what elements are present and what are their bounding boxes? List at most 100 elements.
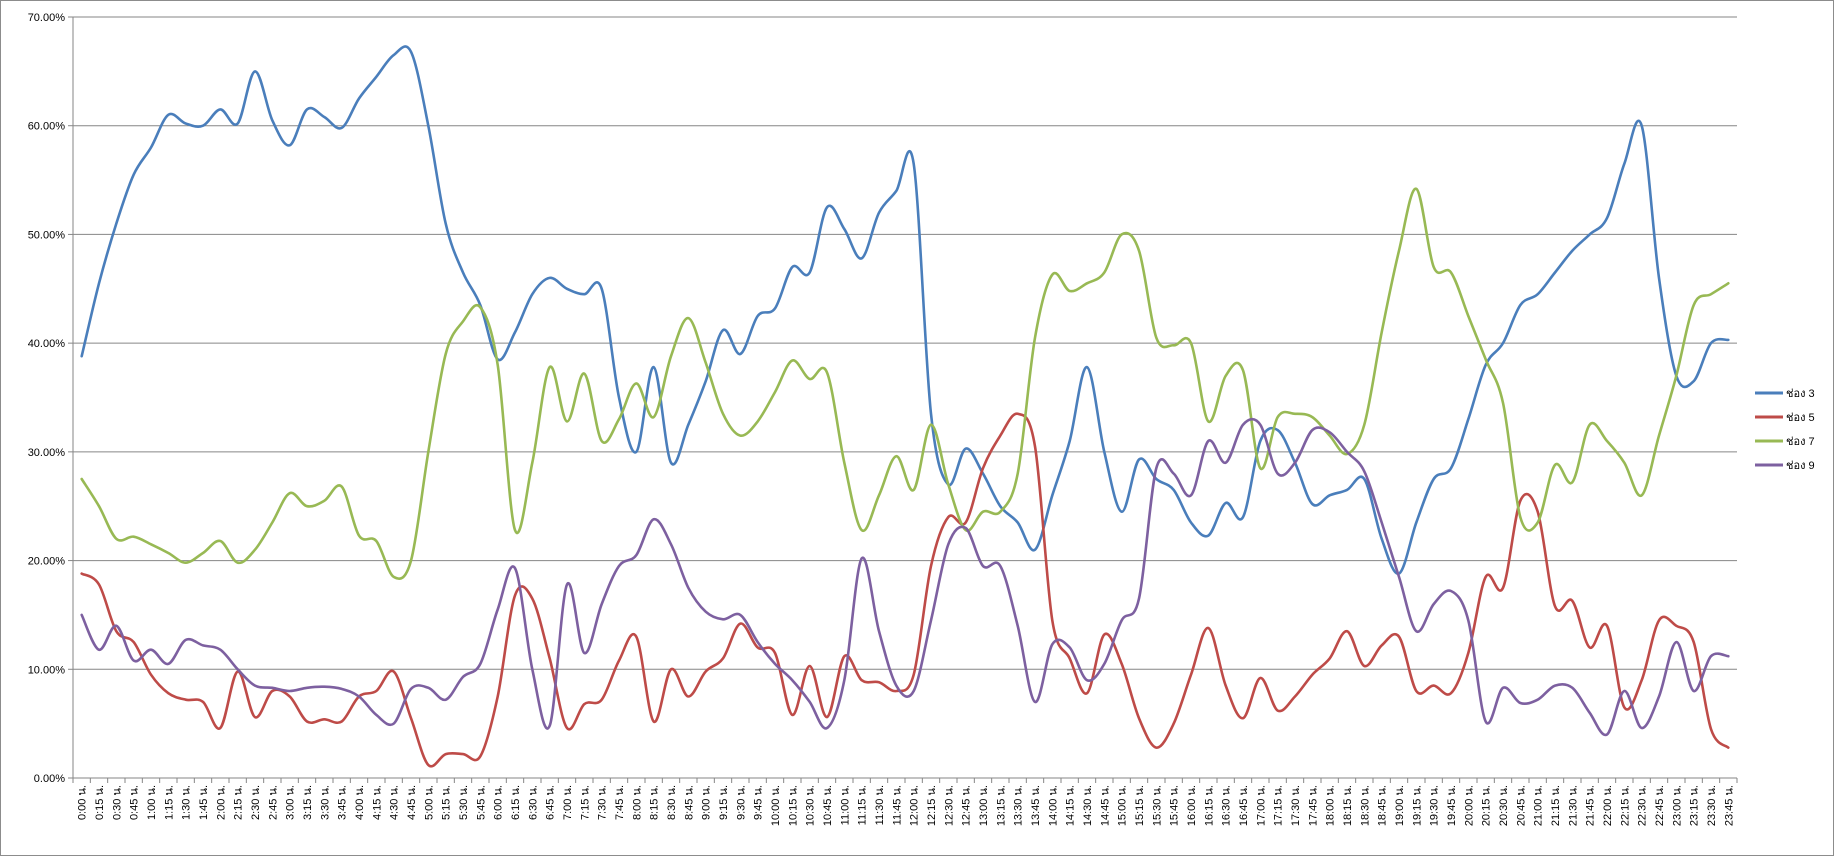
y-tick-label: 60.00% [28, 121, 66, 133]
x-tick-label: 5:15 น. [441, 785, 453, 820]
y-axis: 0.00% 10.00% 20.00% 30.00% 40.00% 50.00% 60.00… [28, 12, 74, 785]
x-tick-label: 1:45 น. [198, 785, 210, 820]
x-tick-label: 6:00 น. [493, 785, 505, 820]
x-tick-label: 17:45 น. [1307, 785, 1319, 826]
x-tick-label: 17:00 น. [1255, 785, 1267, 826]
x-tick-label: 12:30 น. [943, 785, 955, 826]
x-tick-label: 10:15 น. [787, 785, 799, 826]
x-tick-label: 17:15 น. [1273, 785, 1285, 826]
y-tick-label: 20.00% [28, 556, 66, 568]
x-tick-label: 19:00 น. [1394, 785, 1406, 826]
x-tick-label: 1:00 น. [146, 785, 158, 820]
x-tick-label: 9:30 น. [735, 785, 747, 820]
x-tick-label: 5:45 น. [475, 785, 487, 820]
gridlines [73, 16, 1737, 670]
x-tick-label: 4:00 น. [354, 785, 366, 820]
legend: ช่อง 3 ช่อง 5 ช่อง 7 ช่อง 9 [1755, 388, 1815, 472]
x-tick-label: 12:00 น. [909, 785, 921, 826]
x-tick-label: 4:45 น. [406, 785, 418, 820]
x-tick-label: 11:00 น. [839, 785, 851, 825]
x-tick-label: 18:30 น. [1359, 785, 1371, 826]
x-tick-label: 11:45 น. [891, 785, 903, 825]
x-tick-label: 22:45 น. [1654, 785, 1666, 826]
x-tick-label: 9:45 น. [753, 785, 765, 820]
x-tick-label: 2:45 น. [267, 785, 279, 820]
x-tick-label: 5:00 น. [423, 785, 435, 820]
x-tick-label: 23:45 น. [1723, 785, 1735, 826]
x-tick-label: 7:00 น. [562, 785, 574, 820]
series-line-4 [80, 417, 1730, 737]
x-tick-label: 8:15 น. [649, 785, 661, 820]
series-lines [80, 45, 1730, 768]
legend-label: ช่อง 5 [1786, 412, 1815, 424]
x-tick-label: 8:00 น. [631, 785, 643, 820]
series-line-2 [80, 412, 1730, 768]
x-tick-label: 16:15 น. [1203, 785, 1215, 826]
x-tick-label: 22:00 น. [1602, 785, 1614, 826]
x-tick-label: 13:00 น. [978, 785, 990, 826]
x-tick-label: 4:30 น. [389, 785, 401, 820]
y-tick-label: 40.00% [28, 338, 66, 350]
legend-label: ช่อง 3 [1786, 388, 1815, 400]
x-tick-label: 19:45 น. [1446, 785, 1458, 826]
x-tick-label: 16:45 น. [1238, 785, 1250, 826]
x-tick-label: 21:00 น. [1533, 785, 1545, 826]
x-tick-label: 1:15 น. [163, 785, 175, 820]
x-tick-label: 10:30 น. [805, 785, 817, 826]
x-tick-label: 18:00 น. [1325, 785, 1337, 826]
x-tick-label: 20:45 น. [1515, 785, 1527, 826]
x-tick-label: 4:15 น. [371, 785, 383, 820]
legend-label: ช่อง 7 [1786, 436, 1815, 448]
x-tick-label: 17:30 น. [1290, 785, 1302, 826]
x-tick-label: 3:00 น. [285, 785, 297, 820]
x-tick-label: 10:00 น. [770, 785, 782, 826]
x-tick-label: 7:15 น. [579, 785, 591, 820]
x-tick-label: 15:45 น. [1169, 785, 1181, 826]
x-tick-label: 13:15 น. [995, 785, 1007, 826]
x-tick-label: 5:30 น. [458, 785, 470, 820]
x-tick-label: 6:15 น. [510, 785, 522, 820]
x-tick-label: 14:30 น. [1082, 785, 1094, 826]
x-tick-label: 23:00 น. [1671, 785, 1683, 826]
x-tick-label: 12:45 น. [961, 785, 973, 826]
x-tick-label: 22:15 น. [1619, 785, 1631, 826]
x-tick-label: 12:15 น. [926, 785, 938, 826]
x-tick-label: 3:45 น. [337, 785, 349, 820]
x-tick-label: 15:00 น. [1117, 785, 1129, 826]
x-tick-label: 0:45 น. [129, 785, 141, 820]
x-tick-label: 15:15 น. [1134, 785, 1146, 826]
x-tick-label: 11:30 น. [874, 785, 886, 825]
y-tick-label: 70.00% [28, 12, 66, 24]
x-tick-label: 8:45 น. [683, 785, 695, 820]
x-axis: 0:00 น. 0:15 น. 0:30 น. 0:45 น. 1:00 น. 1:15 … [72, 777, 1738, 826]
y-tick-label: 50.00% [28, 229, 66, 241]
x-tick-label: 0:15 น. [94, 785, 106, 820]
x-tick-label: 14:15 น. [1065, 785, 1077, 826]
x-tick-label: 14:00 น. [1047, 785, 1059, 826]
x-tick-label: 20:00 น. [1463, 785, 1475, 826]
x-tick-label: 1:30 น. [181, 785, 193, 820]
series-line-1 [80, 45, 1730, 575]
x-tick-label: 21:15 น. [1550, 785, 1562, 826]
x-tick-label: 10:45 น. [822, 785, 834, 826]
x-tick-label: 23:15 น. [1689, 785, 1701, 826]
x-tick-label: 8:30 น. [666, 785, 678, 820]
y-tick-label: 30.00% [28, 447, 66, 459]
x-tick-label: 15:30 น. [1151, 785, 1163, 826]
x-tick-label: 13:45 น. [1030, 785, 1042, 826]
x-tick-label: 14:45 น. [1099, 785, 1111, 826]
x-tick-label: 18:15 น. [1342, 785, 1354, 826]
series-line-3 [80, 187, 1730, 580]
x-tick-label: 11:15 น. [857, 785, 869, 825]
x-tick-label: 3:30 น. [319, 785, 331, 820]
x-tick-label: 2:00 น. [215, 785, 227, 820]
x-tick-label: 7:45 น. [614, 785, 626, 820]
x-tick-label: 6:30 น. [527, 785, 539, 820]
y-tick-label: 10.00% [28, 664, 66, 676]
legend-label: ช่อง 9 [1786, 460, 1815, 472]
x-tick-label: 16:00 น. [1186, 785, 1198, 826]
x-tick-label: 2:30 น. [250, 785, 262, 820]
x-tick-label: 9:15 น. [718, 785, 730, 820]
